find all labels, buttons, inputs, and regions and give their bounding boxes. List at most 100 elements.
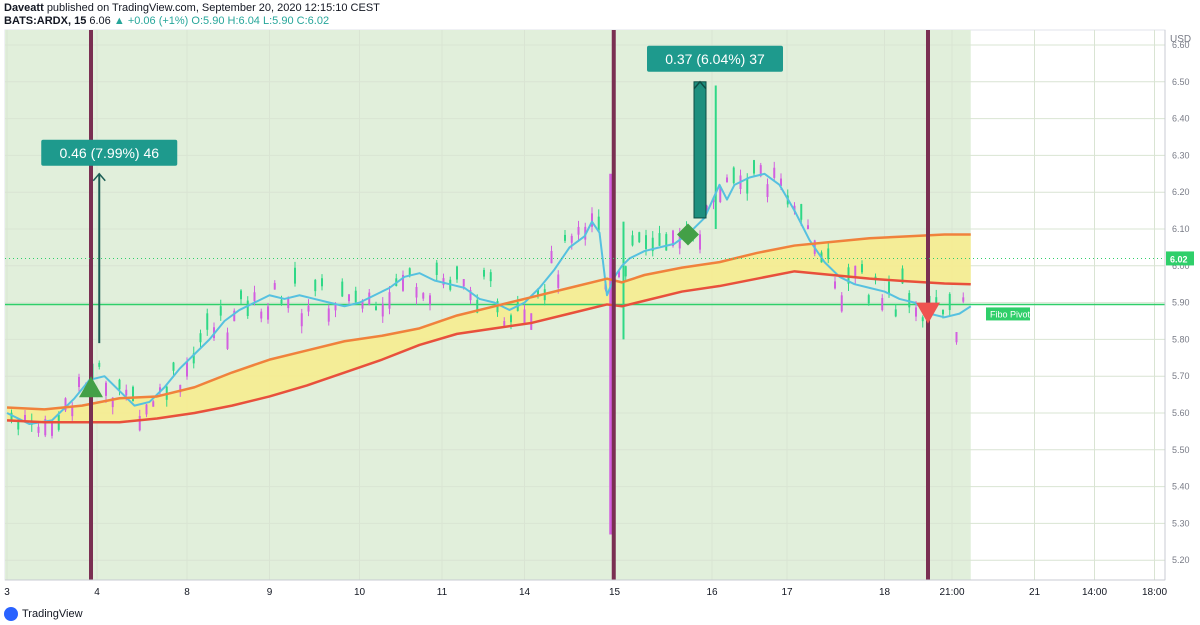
- candle: [894, 309, 897, 317]
- time-tick-label: 14:00: [1082, 587, 1107, 598]
- price-tick-label: 5.40: [1172, 482, 1190, 492]
- candle: [888, 281, 890, 294]
- measure-label: 0.37 (6.04%) 37: [665, 51, 765, 67]
- candle: [854, 265, 857, 279]
- candle: [260, 311, 263, 319]
- candle: [618, 271, 620, 278]
- candle: [179, 384, 182, 393]
- candle: [827, 248, 830, 260]
- candle: [901, 268, 904, 284]
- candle: [705, 205, 708, 211]
- price-tick-label: 6.50: [1172, 77, 1190, 87]
- entry-diamond-icon: [677, 223, 699, 246]
- candle: [327, 308, 330, 322]
- candle: [132, 386, 134, 402]
- candle: [105, 382, 107, 396]
- published-text: published on TradingView.com, September …: [46, 2, 380, 14]
- candle: [138, 416, 141, 431]
- measure-badge: [41, 139, 178, 166]
- candle: [780, 178, 782, 187]
- candle: [429, 295, 431, 305]
- fibo-pivot-label: Fibo Pivot: [990, 309, 1031, 319]
- candle: [570, 235, 573, 243]
- time-tick-label: 9: [267, 587, 273, 598]
- candle: [624, 266, 627, 277]
- price-tick-label: 6.20: [1172, 187, 1190, 197]
- candle: [159, 387, 161, 393]
- time-tick-label: 18:00: [1142, 587, 1167, 598]
- candle: [192, 353, 195, 364]
- candle: [915, 307, 917, 317]
- price-tick-label: 5.30: [1172, 518, 1190, 528]
- time-tick-label: 21:00: [939, 587, 964, 598]
- candle: [597, 216, 600, 231]
- candle: [300, 313, 303, 327]
- axis-currency: USD: [1170, 34, 1191, 45]
- candle: [469, 290, 472, 301]
- time-tick-label: 14: [519, 587, 531, 598]
- candle: [523, 309, 526, 325]
- candle: [591, 213, 593, 227]
- candle: [955, 332, 958, 343]
- candle: [962, 297, 965, 302]
- time-tick-label: 21: [1029, 587, 1041, 598]
- symbol-name[interactable]: BATS:ARDX, 15: [4, 15, 87, 27]
- candle: [503, 321, 506, 326]
- tradingview-logo-icon: [4, 607, 18, 621]
- publisher-name[interactable]: Daveatt: [4, 2, 44, 14]
- candle: [557, 274, 560, 288]
- candle: [199, 333, 202, 343]
- candle: [37, 426, 40, 433]
- candle: [51, 422, 53, 436]
- candle: [402, 274, 404, 291]
- candle: [206, 313, 209, 330]
- sell-triangle-down-icon: [916, 302, 940, 324]
- candle: [550, 250, 553, 264]
- candle: [280, 299, 283, 304]
- candle: [442, 278, 445, 286]
- up-triangle-icon: ▲: [113, 15, 125, 27]
- candle: [64, 398, 67, 411]
- candle: [219, 306, 222, 316]
- ohlc-high: H:6.04: [227, 15, 260, 27]
- candle: [240, 290, 242, 300]
- candle: [24, 414, 26, 422]
- candle: [408, 268, 411, 276]
- time-tick-label: 11: [437, 587, 448, 598]
- candle: [267, 306, 269, 320]
- candle: [861, 264, 863, 273]
- price-tick-label: 5.50: [1172, 445, 1190, 455]
- measure-range: [693, 81, 707, 219]
- candle: [341, 281, 344, 297]
- measure-arrowhead: [92, 172, 106, 182]
- time-tick-label: 4: [94, 587, 100, 598]
- candle: [111, 397, 114, 408]
- candle: [98, 362, 101, 367]
- candle: [287, 298, 290, 309]
- candle: [766, 184, 769, 197]
- candle: [530, 313, 533, 330]
- time-tick-label: 17: [781, 587, 793, 598]
- candle: [361, 300, 364, 309]
- last-price: 6.06: [89, 15, 111, 27]
- candle: [44, 418, 47, 436]
- candle: [577, 226, 580, 235]
- candle: [942, 309, 944, 315]
- tradingview-brand[interactable]: TradingView: [4, 607, 83, 621]
- ohlc-low: L:5.90: [263, 15, 294, 27]
- candle: [807, 225, 809, 230]
- price-change: +0.06 (+1%): [127, 15, 189, 27]
- price-tick-label: 5.60: [1172, 408, 1190, 418]
- candle: [118, 379, 121, 390]
- upper-band-line: [6, 233, 971, 411]
- measure-label: 0.46 (7.99%) 46: [59, 145, 159, 161]
- ohlc-close: C:6.02: [296, 15, 330, 27]
- candle: [510, 315, 512, 323]
- candle: [881, 297, 884, 311]
- candle: [71, 407, 74, 417]
- candle: [294, 267, 296, 284]
- candle: [638, 232, 641, 243]
- price-tick-label: 5.80: [1172, 334, 1190, 344]
- price-tick-label: 6.60: [1172, 40, 1190, 50]
